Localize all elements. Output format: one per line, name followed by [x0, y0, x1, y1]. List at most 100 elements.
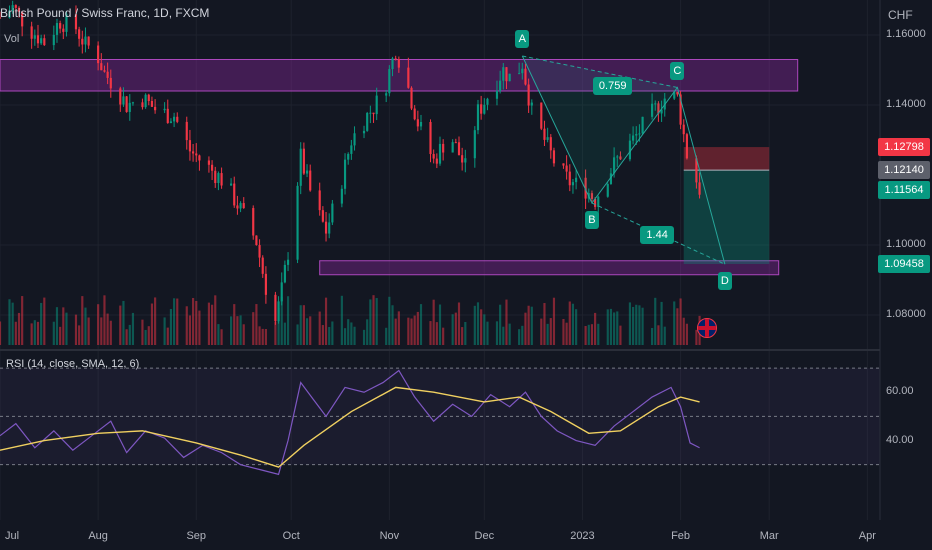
volume-bars: [0, 295, 701, 345]
candle-body: [486, 98, 489, 105]
volume-bar: [36, 321, 40, 345]
candle-body: [331, 203, 334, 223]
candle-body: [343, 159, 347, 189]
candle-layer[interactable]: [0, 0, 701, 325]
volume-bar: [229, 316, 233, 345]
candle-body: [176, 116, 179, 122]
volume-bar: [461, 327, 464, 345]
volume-bar: [584, 325, 587, 345]
candle-body: [366, 112, 369, 131]
candle-body: [324, 221, 328, 234]
volume-bar: [264, 328, 267, 345]
candle-body: [207, 160, 211, 165]
pattern-legs: [521, 55, 726, 265]
volume-bar: [543, 303, 546, 345]
candle-body: [442, 143, 445, 153]
candle-body: [575, 177, 578, 183]
candle-body: [499, 80, 502, 91]
price-tag: 1.09458: [878, 254, 930, 273]
volume-bar: [17, 312, 21, 345]
target-zone: [683, 170, 770, 264]
candle-body: [562, 163, 565, 166]
grid-lines: [0, 0, 880, 520]
candle-body: [676, 91, 679, 95]
volume-bar: [125, 329, 128, 345]
candle-body: [524, 68, 527, 85]
chart-title[interactable]: British Pound / Swiss Franc, 1D, FXCM: [0, 6, 210, 20]
candle-body: [229, 183, 233, 186]
volume-bar: [366, 319, 369, 345]
candle-body: [328, 222, 331, 234]
candle-body: [30, 26, 33, 39]
rsi-line: [0, 369, 700, 476]
volume-bar: [318, 311, 321, 345]
volume-bar: [195, 300, 198, 345]
rsi-title[interactable]: RSI (14, close, SMA, 12, 6): [6, 358, 140, 370]
candle-body: [461, 155, 464, 163]
candle-body: [8, 10, 11, 18]
volume-bar: [109, 320, 112, 345]
candle-body: [410, 87, 413, 109]
candle-body: [242, 203, 245, 209]
candle-body: [464, 158, 467, 163]
price-axis-label: 1.16000: [886, 28, 926, 40]
candle-body: [103, 70, 106, 72]
candle-body: [154, 106, 157, 111]
volume-bar: [457, 302, 461, 345]
volume-bar: [609, 308, 613, 345]
time-axis-label: Aug: [88, 530, 108, 542]
candle-body: [641, 116, 644, 134]
volume-bar: [594, 312, 597, 345]
candle-body: [97, 45, 100, 64]
candle-body: [584, 177, 587, 199]
candle-body: [309, 170, 312, 191]
harmonic-pattern[interactable]: [521, 55, 726, 265]
volume-bar: [255, 304, 258, 345]
candle-body: [40, 38, 43, 44]
volume-bar: [87, 317, 90, 345]
volume-bar: [283, 322, 286, 345]
volume-bar: [198, 310, 201, 345]
volume-bar: [147, 326, 150, 345]
volume-bar: [527, 305, 530, 345]
candle-body: [397, 59, 400, 68]
volume-bar: [499, 304, 502, 345]
volume-bar: [597, 323, 600, 345]
volume-bar: [324, 297, 328, 345]
candle-body: [119, 88, 122, 105]
volume-bar: [641, 307, 644, 345]
uk-flag-icon[interactable]: [697, 318, 717, 338]
candle-body: [552, 150, 556, 164]
candle-body: [413, 108, 416, 120]
volume-bar: [587, 324, 590, 345]
volume-bar: [78, 325, 81, 345]
candle-body: [350, 145, 353, 154]
candle-body: [632, 135, 635, 141]
candle-body: [369, 112, 372, 114]
xab-fill: [522, 56, 678, 203]
volume-bar: [663, 326, 666, 345]
volume-bar: [169, 308, 173, 345]
candle-body: [362, 130, 366, 134]
volume-bar: [369, 299, 372, 345]
candle-body: [84, 36, 87, 45]
volume-bar: [416, 311, 419, 345]
volume-bar: [14, 321, 17, 345]
candle-body: [454, 142, 457, 144]
candle-body: [299, 148, 302, 186]
rsi-axis-label: 60.00: [886, 385, 914, 398]
volume-bar: [0, 321, 2, 345]
volume-label[interactable]: Vol: [4, 33, 20, 45]
candle-body: [198, 155, 201, 161]
candle-body: [394, 58, 397, 60]
candle-body: [100, 63, 103, 71]
volume-bar: [40, 302, 43, 345]
volume-bar: [65, 312, 68, 345]
candle-body: [17, 7, 21, 12]
candle-body: [214, 170, 217, 184]
candle-body: [233, 183, 236, 206]
candle-body: [473, 130, 476, 159]
candle-body: [150, 100, 154, 107]
candle-body: [660, 109, 663, 114]
